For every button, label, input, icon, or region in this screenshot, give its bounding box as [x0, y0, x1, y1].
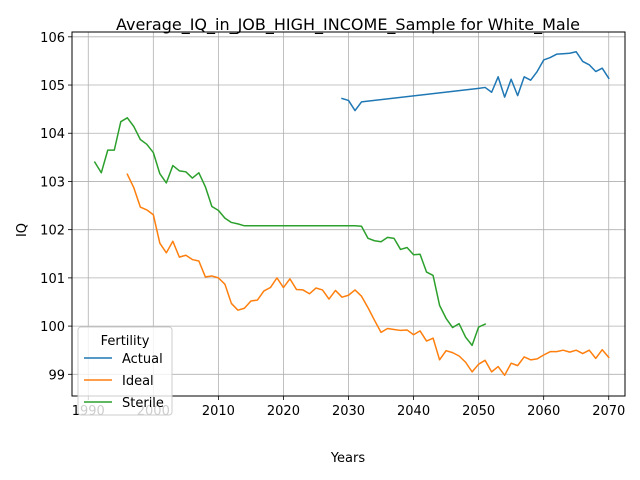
- x-tick-label: 2030: [332, 404, 365, 419]
- y-tick-label: 103: [40, 175, 65, 190]
- legend-label-sterile: Sterile: [122, 396, 164, 411]
- x-tick-label: 2040: [397, 404, 430, 419]
- x-tick-label: 2050: [462, 404, 495, 419]
- series-layer: [93, 51, 610, 377]
- legend: Fertility Actual Ideal Sterile: [77, 326, 173, 416]
- x-axis-label: Years: [330, 451, 366, 466]
- legend-label-actual: Actual: [122, 352, 163, 367]
- y-tick-label: 105: [40, 79, 65, 94]
- x-tick-label: 2020: [267, 404, 300, 419]
- legend-title: Fertility: [101, 334, 150, 349]
- y-tick-label: 104: [40, 127, 65, 142]
- y-tick-label: 101: [40, 272, 65, 287]
- y-tick-label: 99: [48, 368, 65, 383]
- y-axis-label: IQ: [15, 223, 30, 237]
- y-tick-label: 102: [40, 224, 65, 239]
- legend-label-ideal: Ideal: [122, 374, 154, 389]
- legend-box: [77, 326, 173, 416]
- x-tick-label: 2010: [202, 404, 235, 419]
- x-tick-label: 2060: [527, 404, 560, 419]
- y-tick-label: 106: [40, 31, 65, 46]
- series-line-sterile: [93, 117, 487, 347]
- chart-title: Average_IQ_in_JOB_HIGH_INCOME_Sample for…: [116, 15, 580, 35]
- series-line-actual: [341, 51, 610, 112]
- y-tick-label: 100: [40, 320, 65, 335]
- series-line-ideal: [126, 173, 610, 377]
- y-axis: 99 100 101 102 103 104 105 106: [40, 31, 72, 383]
- x-tick-label: 2070: [592, 404, 625, 419]
